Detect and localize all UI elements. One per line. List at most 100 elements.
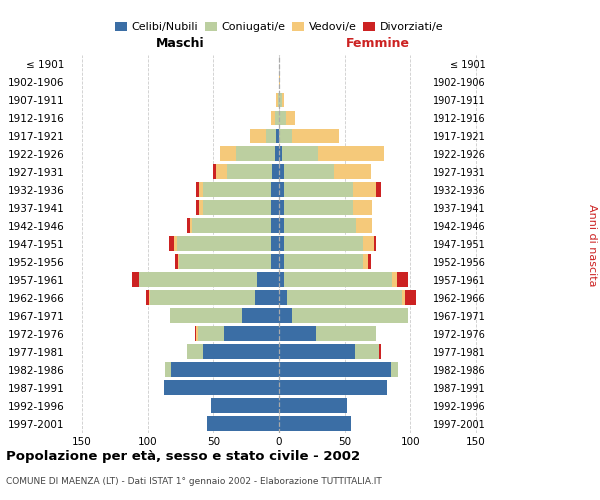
Text: COMUNE DI MAENZA (LT) - Dati ISTAT 1° gennaio 2002 - Elaborazione TUTTITALIA.IT: COMUNE DI MAENZA (LT) - Dati ISTAT 1° ge… xyxy=(6,478,382,486)
Bar xyxy=(279,146,281,161)
Bar xyxy=(179,254,271,269)
Bar xyxy=(284,272,392,287)
Bar xyxy=(271,110,275,126)
Bar xyxy=(172,362,279,377)
Bar xyxy=(278,92,279,108)
Bar xyxy=(196,200,199,215)
Bar xyxy=(281,146,319,161)
Bar xyxy=(199,200,203,215)
Bar xyxy=(151,290,256,305)
Bar xyxy=(279,218,284,233)
Bar xyxy=(279,164,284,179)
Bar xyxy=(227,164,272,179)
Bar xyxy=(187,218,190,233)
Bar xyxy=(236,146,275,161)
Text: Maschi: Maschi xyxy=(156,36,205,50)
Bar xyxy=(220,146,236,161)
Bar xyxy=(368,254,371,269)
Bar xyxy=(195,326,196,341)
Bar xyxy=(353,182,376,197)
Bar xyxy=(279,308,292,323)
Bar xyxy=(279,236,284,251)
Bar xyxy=(284,254,363,269)
Bar xyxy=(216,164,227,179)
Bar xyxy=(279,380,386,395)
Bar xyxy=(405,290,415,305)
Bar xyxy=(203,200,271,215)
Bar xyxy=(169,236,174,251)
Bar xyxy=(272,164,279,179)
Bar xyxy=(197,326,224,341)
Bar xyxy=(214,164,216,179)
Bar xyxy=(373,236,376,251)
Bar xyxy=(196,326,197,341)
Bar xyxy=(207,416,279,431)
Bar xyxy=(271,254,279,269)
Bar xyxy=(275,110,279,126)
Bar xyxy=(271,236,279,251)
Bar xyxy=(319,146,384,161)
Bar xyxy=(224,326,279,341)
Bar xyxy=(391,362,398,377)
Bar xyxy=(356,218,372,233)
Bar xyxy=(149,290,151,305)
Bar xyxy=(170,308,242,323)
Bar xyxy=(277,92,278,108)
Bar xyxy=(279,92,281,108)
Bar xyxy=(279,200,284,215)
Bar xyxy=(203,344,279,359)
Bar xyxy=(277,128,279,144)
Bar xyxy=(250,128,266,144)
Bar xyxy=(279,344,355,359)
Bar xyxy=(279,182,284,197)
Bar xyxy=(211,398,279,413)
Bar xyxy=(292,308,407,323)
Bar xyxy=(279,272,284,287)
Bar xyxy=(334,164,371,179)
Bar xyxy=(286,110,295,126)
Bar xyxy=(190,218,193,233)
Bar xyxy=(175,254,178,269)
Bar xyxy=(178,254,179,269)
Bar xyxy=(132,272,139,287)
Bar xyxy=(174,236,176,251)
Bar xyxy=(196,182,199,197)
Bar xyxy=(266,128,277,144)
Bar xyxy=(256,290,279,305)
Bar xyxy=(146,290,149,305)
Bar xyxy=(257,272,279,287)
Bar xyxy=(379,344,382,359)
Bar xyxy=(284,200,353,215)
Bar xyxy=(279,290,287,305)
Bar xyxy=(193,218,271,233)
Bar xyxy=(355,344,379,359)
Bar xyxy=(281,92,284,108)
Bar xyxy=(165,362,172,377)
Bar xyxy=(403,290,405,305)
Bar xyxy=(397,272,407,287)
Bar xyxy=(176,236,271,251)
Text: Femmine: Femmine xyxy=(346,36,409,50)
Bar xyxy=(284,164,334,179)
Bar xyxy=(279,128,292,144)
Bar xyxy=(163,380,279,395)
Bar xyxy=(363,254,368,269)
Bar xyxy=(271,182,279,197)
Bar xyxy=(284,218,356,233)
Bar xyxy=(279,398,347,413)
Bar xyxy=(275,146,279,161)
Bar xyxy=(203,182,271,197)
Bar xyxy=(279,110,286,126)
Text: Popolazione per età, sesso e stato civile - 2002: Popolazione per età, sesso e stato civil… xyxy=(6,450,360,463)
Bar xyxy=(279,74,280,90)
Bar xyxy=(279,416,351,431)
Bar xyxy=(287,290,403,305)
Bar xyxy=(292,128,340,144)
Bar xyxy=(279,362,391,377)
Bar xyxy=(279,254,284,269)
Bar xyxy=(271,218,279,233)
Bar xyxy=(271,200,279,215)
Bar xyxy=(284,236,363,251)
Bar xyxy=(242,308,279,323)
Legend: Celibi/Nubili, Coniugati/e, Vedovi/e, Divorziati/e: Celibi/Nubili, Coniugati/e, Vedovi/e, Di… xyxy=(110,17,448,36)
